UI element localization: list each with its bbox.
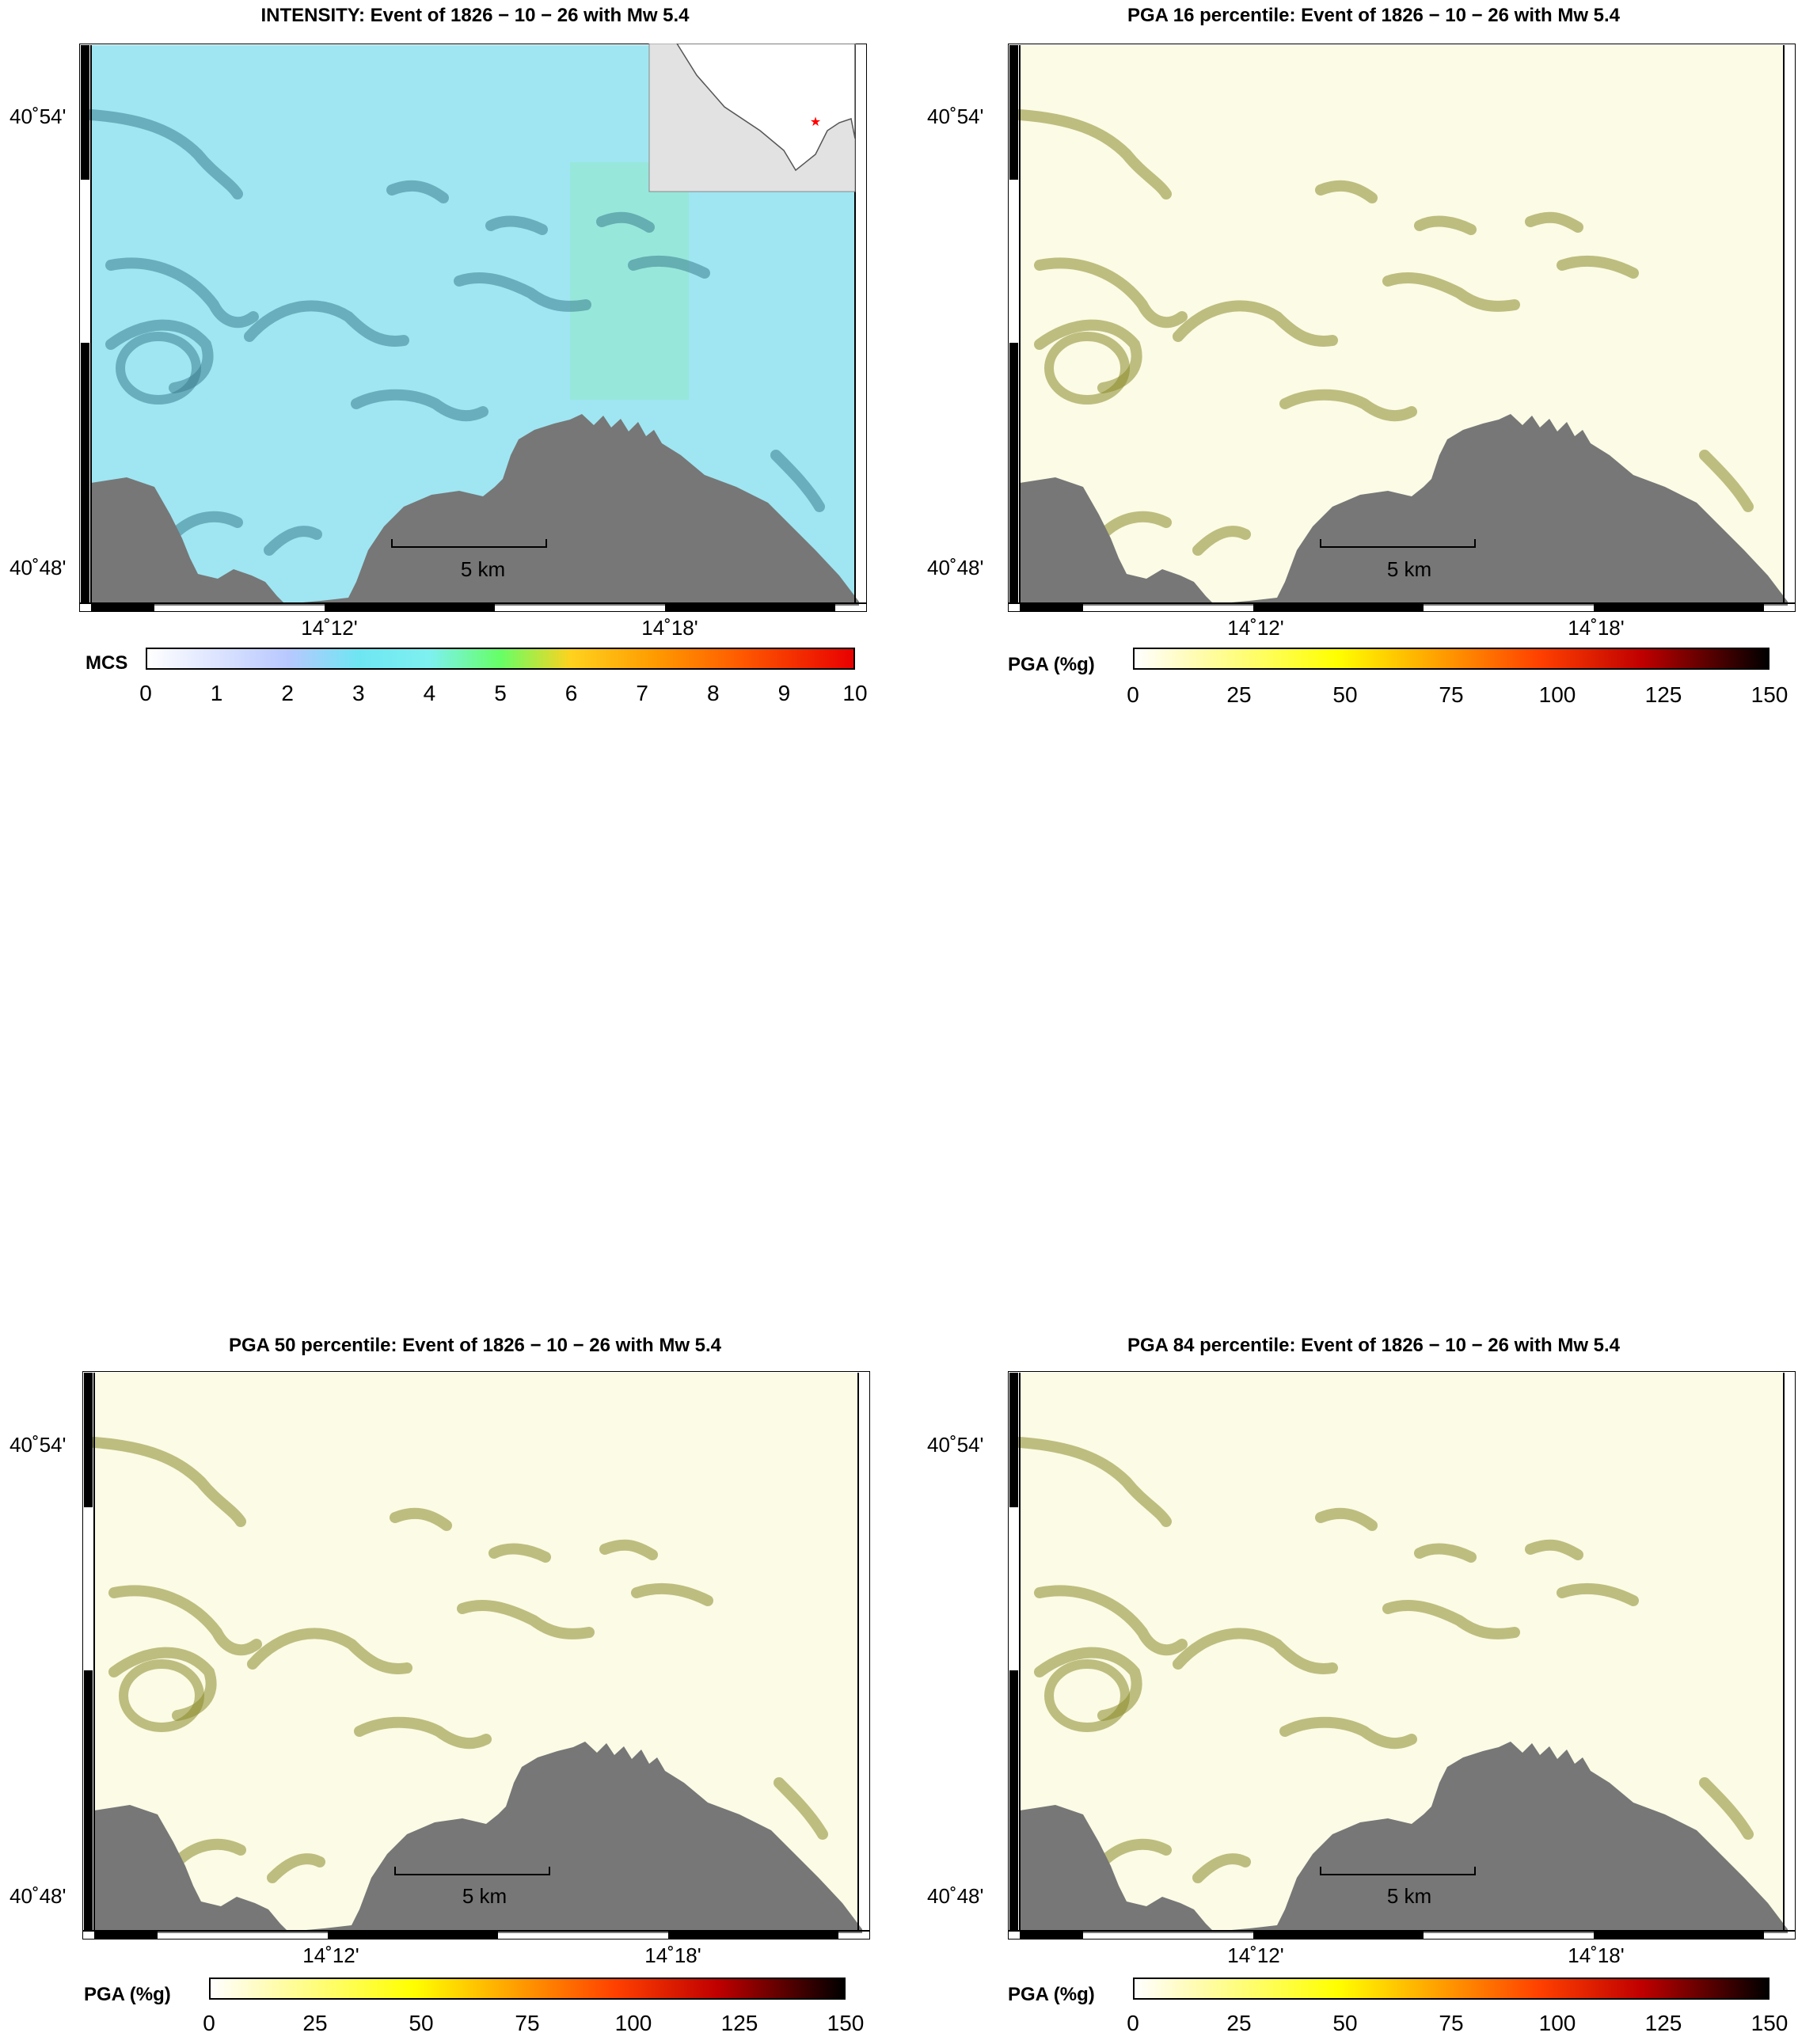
lon-label-east: 14˚18' [1568, 1943, 1625, 1967]
lon-label-east: 14˚18' [644, 1943, 701, 1967]
colorbar-ticks: 0 25 50 75 100 125 150 [203, 2011, 864, 2038]
colorbar [1133, 1978, 1769, 2000]
lon-label-west: 14˚12' [1227, 616, 1284, 640]
colorbar-tick-label: 125 [1644, 2011, 1682, 2035]
colorbar-tick-label: 25 [302, 2011, 328, 2035]
lon-label-west: 14˚12' [1227, 1943, 1284, 1967]
lat-label-south: 40˚48' [927, 556, 984, 579]
colorbar [209, 1978, 846, 2000]
map-panel-pga50: PGA 50 percentile: Event of 1826 − 10 − … [0, 1330, 899, 2044]
panel-title: PGA 84 percentile: Event of 1826 − 10 − … [1127, 1335, 1621, 1356]
colorbar-label: PGA (%g) [1008, 1984, 1095, 2005]
colorbar-ticks: 0 1 2 3 4 5 6 7 8 9 10 [139, 681, 867, 708]
colorbar-ticks: 0 25 50 75 100 125 150 [1127, 682, 1788, 709]
colorbar-tick-label: 7 [636, 681, 648, 705]
colorbar-tick-label: 50 [1332, 682, 1358, 707]
panel-title: INTENSITY: Event of 1826 − 10 − 26 with … [260, 5, 690, 26]
lat-label-north: 40˚54' [10, 1433, 67, 1457]
colorbar-tick-label: 3 [352, 681, 365, 705]
colorbar-tick-label: 0 [139, 681, 152, 705]
colorbar-ticks: 0 25 50 75 100 125 150 [1127, 2011, 1788, 2038]
colorbar-tick-label: 0 [1127, 682, 1139, 707]
colorbar-tick-label: 150 [827, 2011, 865, 2035]
colorbar-tick-label: 75 [1439, 682, 1464, 707]
map-frame [1008, 44, 1796, 612]
colorbar-tick-label: 50 [1332, 2011, 1358, 2035]
colorbar-tick-label: 1 [210, 681, 223, 705]
map-frame: ★ [79, 44, 867, 612]
colorbar-tick-label: 0 [203, 2011, 215, 2035]
colorbar-tick-label: 150 [1750, 682, 1788, 707]
colorbar-tick-label: 100 [1538, 682, 1576, 707]
panel-title: PGA 50 percentile: Event of 1826 − 10 − … [228, 1335, 722, 1356]
panel-title: PGA 16 percentile: Event of 1826 − 10 − … [1127, 5, 1621, 26]
colorbar-tick-label: 100 [614, 2011, 652, 2035]
colorbar-tick-label: 8 [707, 681, 720, 705]
colorbar-label: PGA (%g) [1008, 654, 1095, 675]
colorbar-label: MCS [86, 652, 128, 674]
colorbar-tick-label: 125 [720, 2011, 758, 2035]
lat-label-north: 40˚54' [927, 1433, 984, 1457]
scale-bar-label: 5 km [460, 557, 506, 581]
colorbar-tick-label: 9 [777, 681, 791, 705]
colorbar-tick-label: 75 [515, 2011, 540, 2035]
lat-label-north: 40˚54' [927, 104, 984, 128]
map-panel-pga84: PGA 84 percentile: Event of 1826 − 10 − … [899, 1330, 1798, 2044]
red-star-icon: ★ [810, 116, 821, 129]
colorbar-tick-label: 75 [1439, 2011, 1464, 2035]
map-panel-intensity: INTENSITY: Event of 1826 − 10 − 26 with … [0, 0, 899, 728]
lon-label-east: 14˚18' [1568, 616, 1625, 640]
lon-label-west: 14˚12' [302, 1943, 359, 1967]
colorbar-tick-label: 150 [1750, 2011, 1788, 2035]
scale-bar-label: 5 km [462, 1884, 507, 1908]
lat-label-south: 40˚48' [927, 1884, 984, 1908]
scale-bar-label: 5 km [1386, 1884, 1432, 1908]
colorbar-tick-label: 4 [423, 681, 436, 705]
colorbar-tick-label: 25 [1226, 2011, 1252, 2035]
lat-label-south: 40˚48' [10, 1884, 67, 1908]
colorbar-tick-label: 2 [281, 681, 294, 705]
map-frame [82, 1371, 870, 1940]
map-frame [1008, 1371, 1796, 1940]
lat-label-south: 40˚48' [10, 556, 67, 579]
map-panel-pga16: PGA 16 percentile: Event of 1826 − 10 − … [899, 0, 1798, 728]
colorbar-tick-label: 100 [1538, 2011, 1576, 2035]
colorbar-tick-label: 6 [564, 681, 578, 705]
colorbar-tick-label: 5 [494, 681, 507, 705]
colorbar-tick-label: 10 [842, 681, 868, 705]
colorbar-tick-label: 25 [1226, 682, 1252, 707]
colorbar-tick-label: 125 [1644, 682, 1682, 707]
colorbar-tick-label: 50 [409, 2011, 434, 2035]
lon-label-west: 14˚12' [301, 616, 358, 640]
lat-label-north: 40˚54' [10, 104, 67, 128]
colorbar [146, 648, 855, 670]
scale-bar-label: 5 km [1386, 557, 1432, 581]
lon-label-east: 14˚18' [641, 616, 698, 640]
colorbar-tick-label: 0 [1127, 2011, 1139, 2035]
colorbar [1133, 648, 1769, 670]
colorbar-label: PGA (%g) [84, 1984, 171, 2005]
